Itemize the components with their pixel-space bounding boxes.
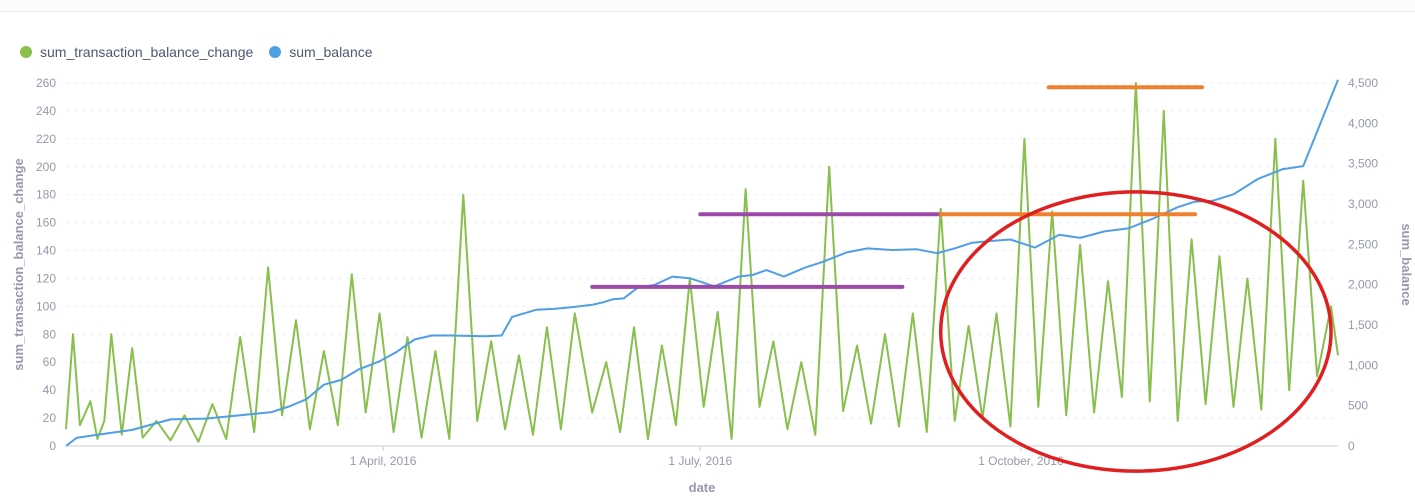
y-right-tick-label: 4,000: [1348, 116, 1378, 130]
y-right-tick-label: 2,000: [1348, 278, 1378, 292]
y-left-tick-label: 0: [49, 439, 56, 453]
y-left-tick-label: 140: [36, 244, 56, 258]
y-right-tick-label: 1,000: [1348, 358, 1378, 372]
legend-dot-blue: [269, 46, 282, 58]
y-left-tick-label: 180: [36, 188, 56, 202]
y-left-tick-label: 260: [36, 76, 56, 90]
y-left-tick-label: 240: [36, 104, 56, 118]
legend-dot-green: [20, 46, 32, 58]
legend-item-transaction-change[interactable]: sum_transaction_balance_change: [20, 44, 253, 60]
legend-label-balance: sum_balance: [289, 44, 373, 60]
y-right-axis-title: sum_balance: [1399, 223, 1414, 305]
top-bar: [0, 0, 1415, 12]
y-right-tick-label: 1,500: [1348, 318, 1378, 332]
y-right-tick-label: 3,000: [1348, 197, 1378, 211]
y-right-tick-label: 2,500: [1348, 237, 1378, 251]
y-left-tick-label: 100: [36, 299, 56, 313]
legend-label-transaction-change: sum_transaction_balance_change: [40, 44, 254, 60]
y-left-tick-label: 60: [43, 355, 57, 369]
y-left-tick-label: 160: [36, 216, 56, 230]
x-tick-label: 1 July, 2016: [668, 454, 732, 468]
y-left-axis-title: sum_transaction_balance_change: [11, 158, 26, 370]
legend-item-balance[interactable]: sum_balance: [269, 44, 373, 60]
y-left-tick-label: 220: [36, 132, 56, 146]
x-tick-label: 1 April, 2016: [350, 454, 417, 468]
y-left-tick-label: 200: [36, 160, 56, 174]
chart-legend: sum_transaction_balance_change sum_balan…: [20, 44, 373, 60]
y-right-tick-label: 500: [1348, 399, 1368, 413]
series-line-transaction-change: [65, 82, 1339, 443]
y-right-tick-label: 4,500: [1348, 76, 1378, 90]
y-left-tick-label: 80: [43, 327, 57, 341]
series-line-balance: [65, 79, 1339, 447]
y-right-tick-label: 3,500: [1348, 157, 1378, 171]
x-axis-title: date: [689, 480, 716, 495]
y-left-tick-label: 120: [36, 271, 56, 285]
x-tick-label: 1 October, 2016: [978, 454, 1064, 468]
y-left-tick-label: 20: [43, 411, 57, 425]
y-right-tick-label: 0: [1348, 439, 1355, 453]
annotation-ellipse: [938, 190, 1333, 473]
y-left-tick-label: 40: [43, 383, 57, 397]
